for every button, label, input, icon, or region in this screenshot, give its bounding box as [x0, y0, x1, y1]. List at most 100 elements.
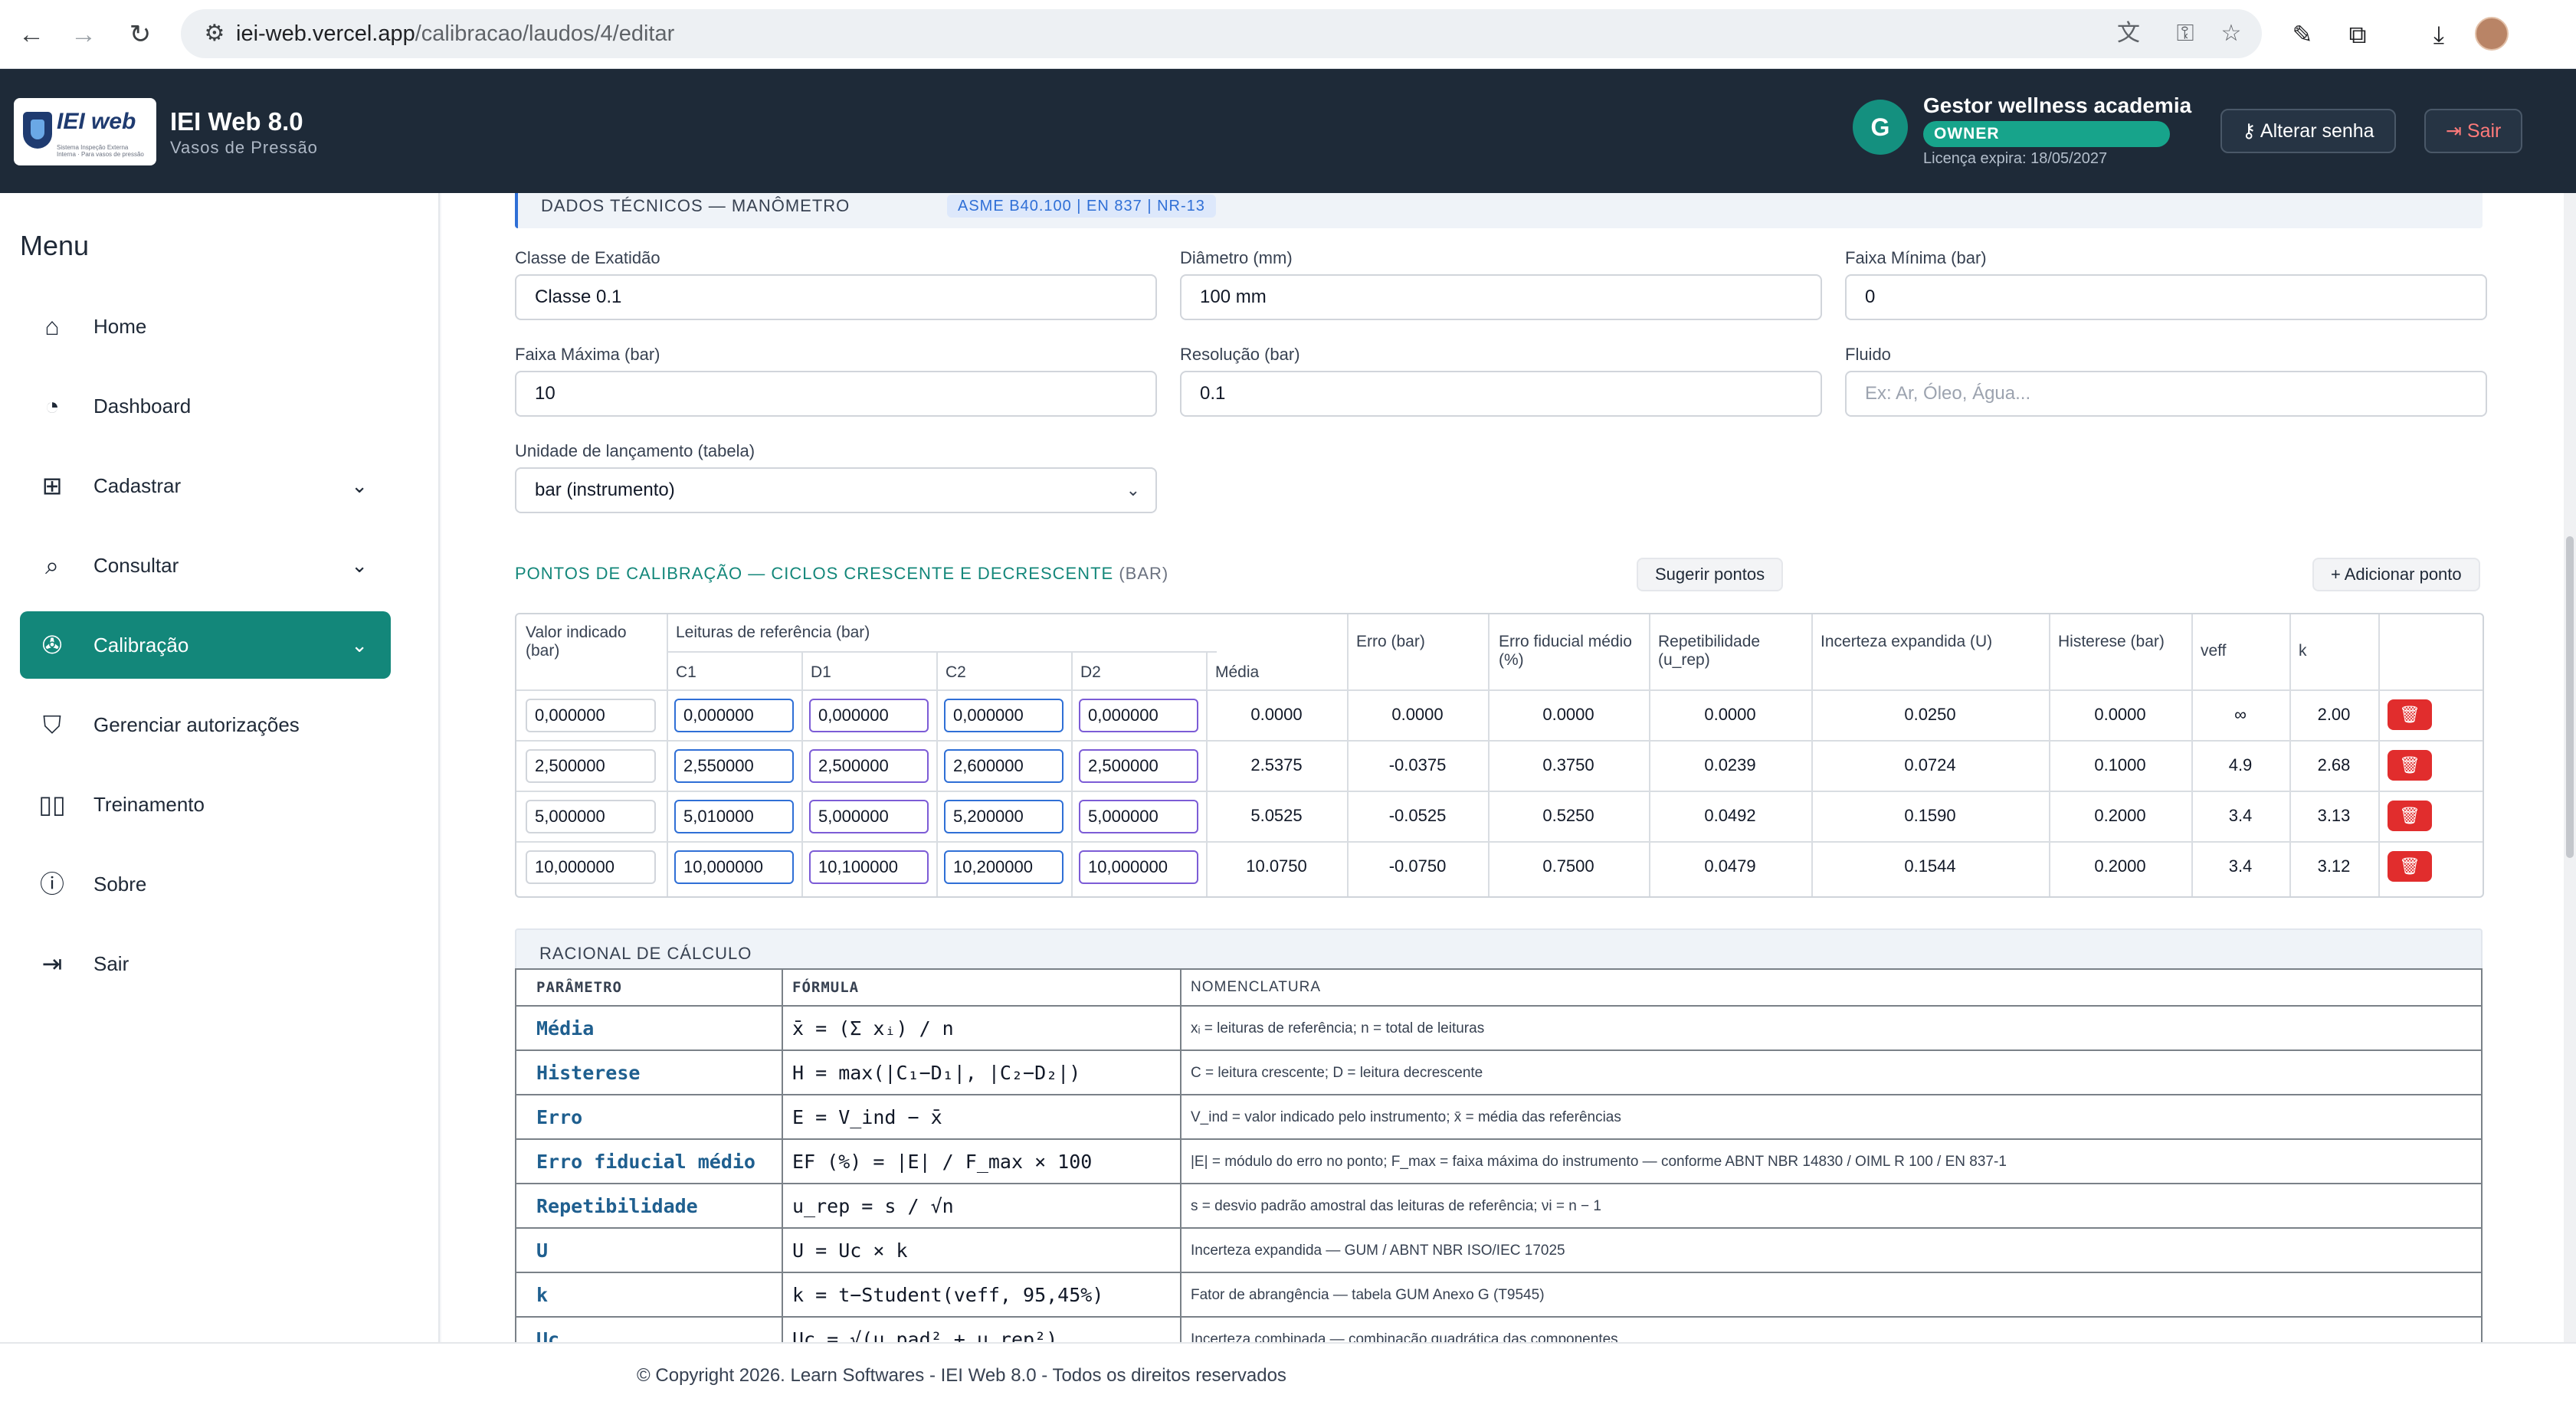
sidebar-item-cadastrar[interactable]: ⊞ Cadastrar ⌄ — [20, 452, 391, 519]
change-password-label: Alterar senha — [2260, 120, 2374, 142]
pen-icon[interactable]: ✎ — [2292, 21, 2313, 48]
sidebar-item-dashboard[interactable]: ◔ Dashboard — [20, 372, 391, 440]
resolucao-input[interactable]: 0.1 — [1180, 371, 1822, 417]
sidebar-item-calibracao[interactable]: ✇ Calibração ⌄ — [20, 611, 391, 679]
valor-input[interactable]: 2,500000 — [526, 749, 656, 783]
header-erro: Erro (bar) — [1356, 633, 1425, 650]
user-name: Gestor wellness academia — [1923, 93, 2192, 117]
classe-input[interactable]: Classe 0.1 — [515, 274, 1157, 320]
sidebar-item-consultar[interactable]: ⌕ Consultar ⌄ — [20, 532, 391, 599]
c2-input[interactable]: 0,000000 — [944, 699, 1064, 732]
logout-label: Sair — [2466, 120, 2502, 142]
header-media: Média — [1215, 663, 1260, 681]
racional-formula: u_rep = s / √n — [792, 1195, 954, 1217]
k-cell: 2.68 — [2317, 755, 2351, 774]
main-content: DADOS TÉCNICOS — MANÔMETRO ASME B40.100 … — [441, 193, 2564, 1342]
header-histerese: Histerese (bar) — [2058, 633, 2165, 650]
valor-input[interactable]: 0,000000 — [526, 699, 656, 732]
media-cell: 10.0750 — [1246, 856, 1307, 876]
c1-input[interactable]: 5,010000 — [674, 800, 794, 833]
faixa-maxima-input[interactable]: 10 — [515, 371, 1157, 417]
logo-shield-icon — [23, 112, 52, 149]
plus-icon: + — [2331, 565, 2345, 584]
delete-row-button[interactable]: 🗑 — [2388, 750, 2432, 781]
profile-avatar[interactable] — [2475, 17, 2509, 51]
header-repetibilidade: Repetibilidade (u_rep) — [1658, 633, 1761, 669]
c2-input[interactable]: 5,200000 — [944, 800, 1064, 833]
c1-input[interactable]: 10,000000 — [674, 850, 794, 884]
sidebar-item-treinamento[interactable]: ▯▯ Treinamento — [20, 771, 391, 838]
back-icon[interactable]: ← — [18, 20, 44, 49]
diametro-input[interactable]: 100 mm — [1180, 274, 1822, 320]
d1-input[interactable]: 10,100000 — [809, 850, 929, 884]
chevron-down-icon: ⌄ — [351, 554, 368, 577]
pie-chart-icon: ◔ — [44, 392, 60, 420]
trash-icon: 🗑 — [2399, 856, 2420, 876]
c1-input[interactable]: 0,000000 — [674, 699, 794, 732]
scrollbar-thumb[interactable] — [2566, 536, 2574, 858]
header-incerteza: Incerteza expandida (U) — [1821, 633, 1993, 650]
diametro-label: Diâmetro (mm) — [1180, 248, 1293, 267]
d2-input[interactable]: 0,000000 — [1079, 699, 1198, 732]
racional-header: RACIONAL DE CÁLCULO — [515, 928, 2483, 976]
d1-input[interactable]: 0,000000 — [809, 699, 929, 732]
add-point-button[interactable]: + Adicionar ponto — [2312, 558, 2480, 591]
u-cell: 0.1590 — [1904, 806, 1956, 825]
racional-param: Repetibilidade — [536, 1195, 698, 1217]
racional-table: PARÂMETRO FÓRMULA NOMENCLATURA Média x̄ … — [515, 968, 2483, 1342]
suggest-points-button[interactable]: Sugerir pontos — [1637, 558, 1784, 591]
d1-input[interactable]: 2,500000 — [809, 749, 929, 783]
add-point-label: Adicionar ponto — [2344, 565, 2462, 584]
sidebar-item-home[interactable]: ⌂ Home — [20, 293, 391, 360]
download-icon[interactable]: ⤓ — [2433, 21, 2445, 48]
unidade-select[interactable]: bar (instrumento) ⌄ — [515, 467, 1157, 513]
d2-input[interactable]: 10,000000 — [1079, 850, 1198, 884]
star-icon[interactable]: ☆ — [2220, 21, 2242, 46]
faixa-maxima-label: Faixa Máxima (bar) — [515, 345, 660, 364]
chevron-down-icon: ⌄ — [351, 634, 368, 657]
key-icon[interactable]: ⚿ — [2176, 21, 2194, 46]
delete-row-button[interactable]: 🗑 — [2388, 851, 2432, 882]
d2-input[interactable]: 5,000000 — [1079, 800, 1198, 833]
url-text[interactable]: iei-web.vercel.app/calibracao/laudos/4/e… — [236, 21, 675, 46]
address-bar[interactable]: ⚙ iei-web.vercel.app/calibracao/laudos/4… — [181, 9, 2262, 58]
sidebar-item-sobre[interactable]: ⓘ Sobre — [20, 850, 391, 918]
c2-input[interactable]: 10,200000 — [944, 850, 1064, 884]
forward-icon[interactable]: → — [70, 20, 97, 49]
logout-button[interactable]: ⇥ Sair — [2424, 109, 2523, 153]
faixa-minima-input[interactable]: 0 — [1845, 274, 2487, 320]
translate-icon[interactable]: 文 — [2117, 21, 2140, 46]
media-cell: 0.0000 — [1250, 705, 1303, 724]
d2-input[interactable]: 2,500000 — [1079, 749, 1198, 783]
d1-input[interactable]: 5,000000 — [809, 800, 929, 833]
erro-cell: -0.0375 — [1388, 755, 1447, 774]
app-logo[interactable]: IEI web Sistema Inspeção Externa Interna… — [14, 98, 156, 165]
license-expiry: Licença expira: 18/05/2027 — [1923, 150, 2108, 167]
racional-param: Média — [536, 1017, 595, 1040]
delete-row-button[interactable]: 🗑 — [2388, 801, 2432, 831]
sidebar-item-label: Consultar — [93, 554, 179, 577]
veff-cell: 3.4 — [2228, 806, 2253, 825]
calibration-table: Valor indicado (bar) Leituras de referên… — [515, 613, 2484, 898]
site-settings-icon[interactable]: ⚙ — [204, 21, 225, 46]
delete-row-button[interactable]: 🗑 — [2388, 699, 2432, 730]
sidebar-item-label: Treinamento — [93, 793, 205, 816]
extensions-icon[interactable]: ⧉ — [2348, 21, 2367, 48]
reload-icon[interactable]: ↻ — [129, 20, 152, 49]
trash-icon: 🗑 — [2399, 806, 2420, 825]
c2-input[interactable]: 2,600000 — [944, 749, 1064, 783]
erro-cell: -0.0525 — [1388, 806, 1447, 825]
change-password-button[interactable]: ⚷ Alterar senha — [2220, 109, 2396, 153]
app-title: IEI Web 8.0 — [170, 107, 303, 136]
valor-input[interactable]: 10,000000 — [526, 850, 656, 884]
fluido-input[interactable]: Ex: Ar, Óleo, Água... — [1845, 371, 2487, 417]
faixa-minima-label: Faixa Mínima (bar) — [1845, 248, 1987, 267]
k-cell: 3.13 — [2317, 806, 2351, 825]
trash-icon: 🗑 — [2399, 705, 2420, 724]
c1-input[interactable]: 2,550000 — [674, 749, 794, 783]
menu-title: Menu — [20, 230, 90, 261]
valor-input[interactable]: 5,000000 — [526, 800, 656, 833]
header-nomenclatura: NOMENCLATURA — [1191, 979, 1321, 995]
sidebar-item-sair[interactable]: ⇥ Sair — [20, 930, 391, 997]
sidebar-item-autorizacoes[interactable]: ⛉ Gerenciar autorizações — [20, 691, 391, 758]
